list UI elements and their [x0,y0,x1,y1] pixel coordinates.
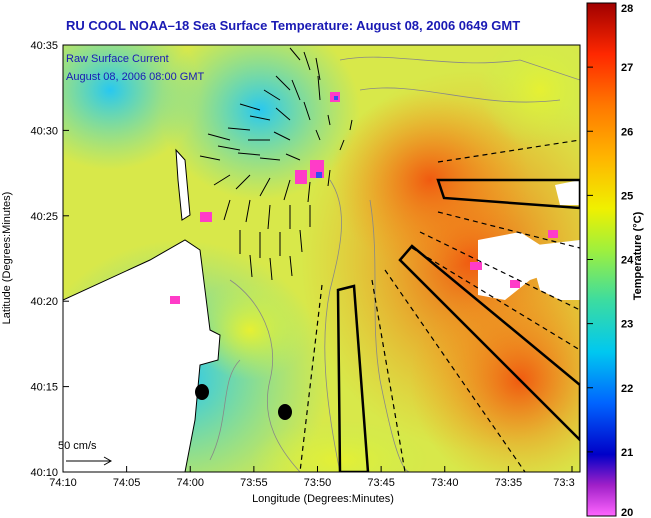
x-axis-label: Longitude (Degrees:Minutes) [252,493,394,505]
scale-arrow [66,456,113,466]
colorbar-label: Temperature (°C) [632,211,644,300]
scale-label: 50 cm/s [58,440,97,452]
y-axis-ticks: 40:35 40:30 40:25 40:20 40:15 40:10 [30,40,69,479]
y-tick-label: 40:25 [30,211,58,223]
colorbar-tick-label: 25 [621,190,633,202]
colorbar-tick-label: 26 [621,126,633,138]
cold-core [316,96,338,178]
colorbar-tick-label: 21 [621,447,633,459]
plot-frame [62,44,581,473]
y-axis-label: Latitude (Degrees:Minutes) [1,192,13,325]
colorbar-tick-label: 22 [621,383,633,395]
current-vectors [199,47,353,281]
x-tick-label: 73:3 [553,477,574,489]
colorbar-tick-label: 23 [621,319,633,331]
x-tick-label: 73:35 [495,477,523,489]
colorbar-tick-label: 28 [621,3,633,15]
x-tick-label: 73:40 [431,477,459,489]
sst-field [63,45,580,472]
y-tick-label: 40:20 [30,296,58,308]
station-marker-2 [278,404,292,420]
x-tick-label: 74:10 [49,477,77,489]
y-tick-label: 40:10 [30,467,58,479]
y-tick-label: 40:35 [30,40,58,52]
x-tick-label: 73:50 [304,477,332,489]
legend-line-1: Raw Surface Current [66,53,169,65]
colorbar-tick-label: 20 [621,507,633,518]
y-tick-label: 40:30 [30,125,58,137]
station-marker-1 [195,384,209,400]
sampling-boxes [336,178,580,472]
coastline-land [63,239,221,472]
map-title: RU COOL NOAA–18 Sea Surface Temperature:… [66,18,521,33]
y-tick-label: 40:15 [30,382,58,394]
x-axis-ticks: 74:10 74:05 74:00 73:55 73:50 73:45 73:40 73:35… [49,466,575,489]
dashed-transects [299,139,580,472]
x-tick-label: 74:05 [113,477,141,489]
x-tick-label: 73:45 [367,477,395,489]
x-tick-label: 73:55 [240,477,268,489]
cloud-patches [478,180,580,300]
legend-line-2: August 08, 2006 08:00 GMT [66,71,204,83]
x-tick-label: 74:00 [176,477,204,489]
bathymetry-contours [209,56,580,472]
colorbar-tick-label: 27 [621,62,633,74]
colorbar-ticks: 28 27 26 25 24 23 22 21 20 [587,2,634,518]
colorbar-tick-label: 24 [621,255,634,267]
